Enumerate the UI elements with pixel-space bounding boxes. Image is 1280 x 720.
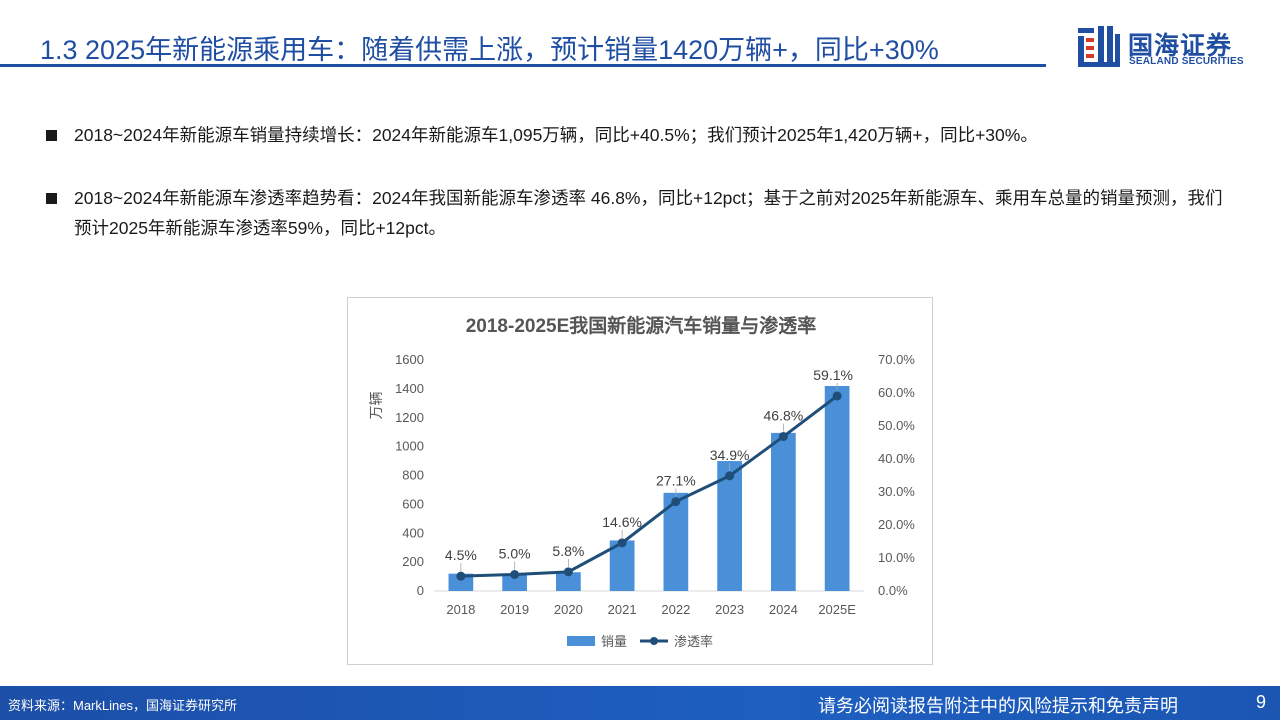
data-label: 27.1% bbox=[656, 473, 696, 489]
x-tick-label: 2022 bbox=[661, 602, 690, 617]
y2-tick-label: 30.0% bbox=[878, 484, 915, 499]
bullet-item: 2018~2024年新能源车渗透率趋势看：2024年我国新能源车渗透率 46.8… bbox=[46, 183, 1226, 243]
bar-2018 bbox=[448, 573, 474, 591]
x-tick-label: 2021 bbox=[608, 602, 637, 617]
data-label: 34.9% bbox=[710, 447, 750, 463]
bar-2020 bbox=[556, 572, 581, 591]
square-bullet-icon bbox=[46, 130, 57, 141]
square-bullet-icon bbox=[46, 193, 57, 204]
x-tick-label: 2025E bbox=[818, 602, 856, 617]
bar-2024 bbox=[771, 432, 796, 591]
page-number: 9 bbox=[1256, 692, 1267, 712]
y2-tick-label: 0.0% bbox=[878, 583, 908, 598]
logo-english-name: SEALAND SECURITIES bbox=[1129, 56, 1244, 67]
y-tick-label: 800 bbox=[402, 468, 424, 483]
y-tick-label: 1000 bbox=[395, 439, 424, 454]
point-2024 bbox=[778, 432, 788, 442]
y-tick-label: 1600 bbox=[395, 352, 424, 367]
y2-tick-label: 40.0% bbox=[878, 451, 915, 466]
point-2021 bbox=[617, 538, 627, 548]
y-tick-label: 400 bbox=[402, 525, 424, 540]
y-axis-label: 万辆 bbox=[368, 392, 384, 420]
y-tick-label: 1200 bbox=[395, 410, 424, 425]
title-underline bbox=[0, 64, 1046, 67]
data-label: 5.8% bbox=[552, 543, 584, 559]
y2-tick-label: 70.0% bbox=[878, 352, 915, 367]
bullet-text: 2018~2024年新能源车渗透率趋势看：2024年我国新能源车渗透率 46.8… bbox=[74, 188, 1223, 238]
data-label: 14.6% bbox=[602, 514, 642, 530]
bullet-item: 2018~2024年新能源车销量持续增长：2024年新能源车1,095万辆，同比… bbox=[46, 120, 1226, 150]
bar-2019 bbox=[502, 573, 527, 591]
penetration-rate-line bbox=[460, 394, 839, 578]
slide-header: 1.3 2025年新能源乘用车：随着供需上涨，预计销量1420万辆+，同比+30… bbox=[0, 0, 1280, 80]
point-2025E bbox=[832, 391, 842, 401]
legend-bar-swatch bbox=[567, 636, 595, 646]
sealand-logo-icon bbox=[1078, 26, 1120, 67]
x-tick-label: 2024 bbox=[769, 602, 798, 617]
y-tick-label: 600 bbox=[402, 496, 424, 511]
bullet-text: 2018~2024年新能源车销量持续增长：2024年新能源车1,095万辆，同比… bbox=[74, 125, 1038, 145]
data-label: 59.1% bbox=[813, 367, 853, 383]
y2-tick-label: 10.0% bbox=[878, 550, 915, 565]
y2-tick-label: 50.0% bbox=[878, 418, 915, 433]
data-label: 5.0% bbox=[499, 546, 531, 562]
point-2022 bbox=[671, 497, 681, 507]
x-tick-label: 2019 bbox=[500, 602, 529, 617]
point-2018 bbox=[456, 571, 466, 581]
y2-tick-label: 60.0% bbox=[878, 385, 915, 400]
y-tick-label: 0 bbox=[417, 583, 424, 598]
x-tick-label: 2023 bbox=[715, 602, 744, 617]
bar-2025E bbox=[824, 385, 850, 591]
chart-container: 2018-2025E我国新能源汽车销量与渗透率 0 200 400 600 800 1000… bbox=[347, 297, 933, 665]
point-2020 bbox=[563, 567, 573, 577]
legend-line-marker bbox=[650, 637, 658, 645]
point-2019 bbox=[510, 570, 520, 579]
source-note: 资料来源：MarkLines，国海证券研究所 bbox=[8, 698, 237, 713]
y2-tick-label: 20.0% bbox=[878, 517, 915, 532]
y-tick-label: 1400 bbox=[395, 381, 424, 396]
data-label: 46.8% bbox=[764, 408, 804, 424]
legend-label-sales: 销量 bbox=[601, 634, 627, 649]
bullet-list: 2018~2024年新能源车销量持续增长：2024年新能源车1,095万辆，同比… bbox=[46, 120, 1226, 276]
legend-label-rate: 渗透率 bbox=[674, 634, 713, 649]
y-tick-label: 200 bbox=[402, 554, 424, 569]
combo-chart: 2018-2025E我国新能源汽车销量与渗透率 0 200 400 600 800 1000… bbox=[368, 314, 915, 649]
x-tick-label: 2020 bbox=[554, 602, 583, 617]
disclaimer-text: 请务必阅读报告附注中的风险提示和免责声明 bbox=[818, 696, 1178, 716]
data-label: 4.5% bbox=[445, 547, 477, 563]
point-2023 bbox=[725, 471, 735, 481]
slide-title: 1.3 2025年新能源乘用车：随着供需上涨，预计销量1420万辆+，同比+30… bbox=[40, 35, 939, 65]
logo-chinese-name: 国海证券 bbox=[1128, 32, 1233, 60]
footer-bar: 资料来源：MarkLines，国海证券研究所 请务必阅读报告附注中的风险提示和免… bbox=[0, 686, 1280, 720]
chart-title: 2018-2025E我国新能源汽车销量与渗透率 bbox=[466, 314, 817, 337]
x-tick-label: 2018 bbox=[446, 602, 475, 617]
bar-2023 bbox=[717, 461, 742, 591]
company-logo: 国海证券 SEALAND SECURITIES bbox=[1076, 22, 1256, 72]
